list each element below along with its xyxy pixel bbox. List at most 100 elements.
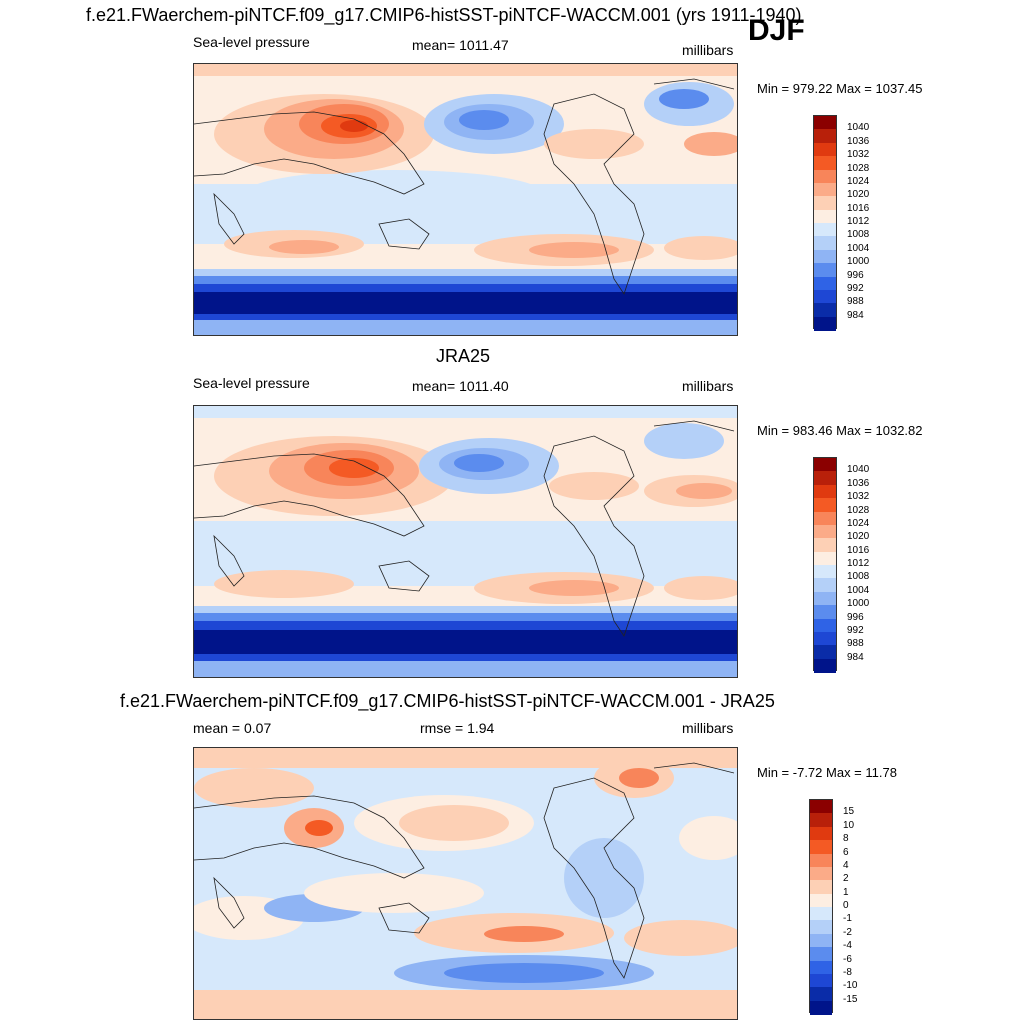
colorbar-label: 996 [847, 269, 864, 281]
colorbar-label: 6 [843, 846, 849, 858]
colorbar-label: -10 [843, 980, 858, 992]
colorbar-label: 996 [847, 611, 864, 623]
colorbar-cell [814, 645, 836, 660]
colorbar-label: 1040 [847, 464, 870, 476]
colorbar-cell [814, 182, 836, 197]
panel2-units-label: millibars [682, 378, 734, 394]
panel1-map [193, 63, 738, 336]
panel1-title: f.e21.FWaerchem-piNTCF.f09_g17.CMIP6-his… [86, 5, 802, 25]
colorbar-cell [814, 129, 836, 144]
panel2-variable-label: Sea-level pressure [193, 375, 310, 391]
colorbar-cell [814, 618, 836, 633]
colorbar-cell [814, 551, 836, 566]
colorbar-cell [810, 947, 832, 962]
colorbar-cell [810, 813, 832, 828]
panel2-title: JRA25 [436, 346, 491, 366]
colorbar-cell [810, 907, 832, 921]
colorbar-cell [810, 960, 832, 975]
colorbar-label: 984 [847, 651, 864, 663]
colorbar-cell [814, 223, 836, 237]
colorbar-label: 1040 [847, 122, 870, 134]
panel2-map [193, 405, 738, 678]
colorbar-cell [814, 524, 836, 539]
colorbar-label: 1004 [847, 584, 870, 596]
colorbar-cell [814, 303, 836, 318]
colorbar-cell [814, 565, 836, 579]
colorbar-cell [814, 498, 836, 513]
colorbar-label: -4 [843, 940, 852, 952]
colorbar-label: 984 [847, 309, 864, 321]
colorbar-label: 1028 [847, 162, 870, 174]
colorbar-label: 0 [843, 900, 849, 911]
colorbar-label: 1000 [847, 598, 870, 610]
season-label: DJF [748, 14, 805, 47]
colorbar-cell [814, 538, 836, 553]
colorbar-cell [814, 209, 836, 224]
colorbar-cell [814, 196, 836, 211]
panel2-mean-label: mean= 1011.40 [412, 378, 509, 394]
panel1-variable-label: Sea-level pressure [193, 34, 310, 50]
colorbar-cell [810, 866, 832, 881]
panel3-colorbar [809, 799, 833, 1015]
panel1-colorbar [813, 115, 837, 331]
panel2-minmax: Min = 983.46 Max = 1032.82 [757, 423, 923, 438]
panel1-units-label: millibars [682, 42, 734, 58]
colorbar-label: 1 [843, 886, 849, 898]
panel3-minmax: Min = -7.72 Max = 11.78 [757, 765, 897, 780]
colorbar-label: 1004 [847, 242, 870, 254]
colorbar-label: 1016 [847, 544, 870, 556]
panel3-title: f.e21.FWaerchem-piNTCF.f09_g17.CMIP6-his… [120, 691, 775, 711]
colorbar-label: 992 [847, 624, 864, 636]
colorbar-cell [814, 471, 836, 486]
colorbar-label: 988 [847, 638, 864, 650]
panel1-minmax: Min = 979.22 Max = 1037.45 [757, 81, 923, 96]
colorbar-label: 15 [843, 806, 855, 818]
colorbar-cell [814, 263, 836, 278]
panel3-mean-label: mean = 0.07 [193, 720, 272, 736]
colorbar-cell [810, 880, 832, 895]
colorbar-label: 8 [843, 833, 849, 845]
colorbar-cell [814, 511, 836, 526]
colorbar-label: 1016 [847, 202, 870, 214]
colorbar-cell [814, 658, 836, 673]
colorbar-cell [814, 142, 836, 157]
colorbar-label: 4 [843, 859, 849, 871]
colorbar-label: -2 [843, 926, 852, 938]
colorbar-cell [814, 591, 836, 606]
colorbar-cell [810, 893, 832, 908]
colorbar-label: 1020 [847, 531, 870, 543]
colorbar-label: 1000 [847, 256, 870, 268]
colorbar-cell [814, 236, 836, 251]
colorbar-label: 992 [847, 282, 864, 294]
panel2-colorbar [813, 457, 837, 673]
colorbar-cell [814, 249, 836, 264]
colorbar-cell [814, 116, 836, 130]
colorbar-label: 1036 [847, 135, 870, 147]
colorbar-label: -1 [843, 913, 852, 925]
colorbar-cell [810, 987, 832, 1002]
panel3-map [193, 747, 738, 1020]
colorbar-label: -6 [843, 953, 852, 965]
colorbar-label: 1020 [847, 189, 870, 201]
colorbar-label: 1032 [847, 491, 870, 503]
colorbar-label: -8 [843, 966, 852, 978]
colorbar-cell [814, 605, 836, 620]
colorbar-label: -15 [843, 993, 858, 1005]
colorbar-label: 1012 [847, 216, 870, 227]
colorbar-label: 988 [847, 296, 864, 308]
colorbar-cell [814, 578, 836, 593]
colorbar-label: 1024 [847, 175, 870, 187]
colorbar-cell [814, 156, 836, 171]
colorbar-cell [810, 920, 832, 935]
colorbar-cell [810, 840, 832, 855]
colorbar-label: 1036 [847, 477, 870, 489]
colorbar-label: 10 [843, 819, 855, 831]
colorbar-cell [810, 973, 832, 988]
colorbar-label: 1024 [847, 517, 870, 529]
colorbar-label: 1028 [847, 504, 870, 516]
colorbar-cell [810, 800, 832, 814]
panel3-units-label: millibars [682, 720, 734, 736]
colorbar-cell [814, 484, 836, 499]
colorbar-cell [814, 276, 836, 291]
colorbar-cell [814, 631, 836, 646]
